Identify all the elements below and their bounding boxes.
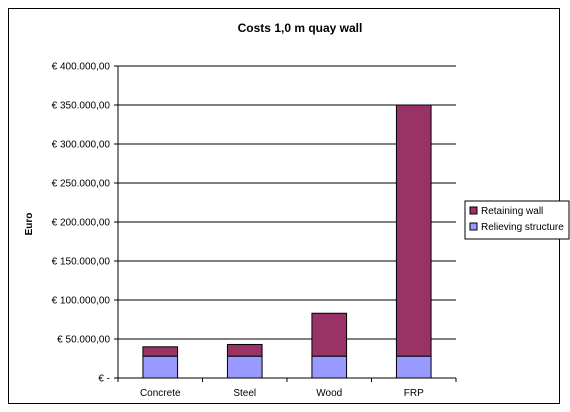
bar-segment (395, 355, 432, 379)
bar-segment (311, 355, 348, 379)
legend-label: Relieving structure (481, 222, 564, 233)
y-axis-ticks: € - € 50.000,00 € 100.000,00 € 150.000,00 € … (52, 62, 118, 385)
x-tick-label: Steel (233, 388, 256, 399)
x-tick-label: Wood (316, 388, 342, 399)
y-tick-label: € 400.000,00 (52, 62, 111, 73)
bar-segment (226, 343, 263, 357)
y-tick-label: € - (98, 374, 110, 385)
y-axis-title: Euro (24, 213, 35, 236)
y-tick-label: € 50.000,00 (57, 335, 110, 346)
bar-segment (142, 346, 179, 357)
x-axis-ticks: Concrete Steel Wood FRP (140, 378, 457, 399)
bar-segment (311, 312, 348, 357)
legend-swatch (469, 206, 478, 215)
y-tick-label: € 100.000,00 (52, 296, 111, 307)
bar-segment (395, 104, 432, 357)
y-tick-label: € 300.000,00 (52, 140, 111, 151)
legend-box (464, 200, 570, 240)
y-tick-label: € 200.000,00 (52, 218, 111, 229)
legend-label: Retaining wall (481, 206, 543, 217)
x-tick-label: Concrete (140, 388, 181, 399)
legend-swatch (469, 222, 478, 231)
bar-segment (226, 355, 263, 379)
y-tick-label: € 250.000,00 (52, 179, 111, 190)
x-tick-label: FRP (404, 388, 424, 399)
bar-segment (142, 355, 179, 379)
chart-title: Costs 1,0 m quay wall (238, 21, 363, 35)
y-tick-label: € 150.000,00 (52, 257, 111, 268)
axes (117, 66, 456, 382)
legend: Retaining wall Relieving structure (464, 200, 570, 240)
y-tick-label: € 350.000,00 (52, 101, 111, 112)
bars (142, 104, 432, 379)
